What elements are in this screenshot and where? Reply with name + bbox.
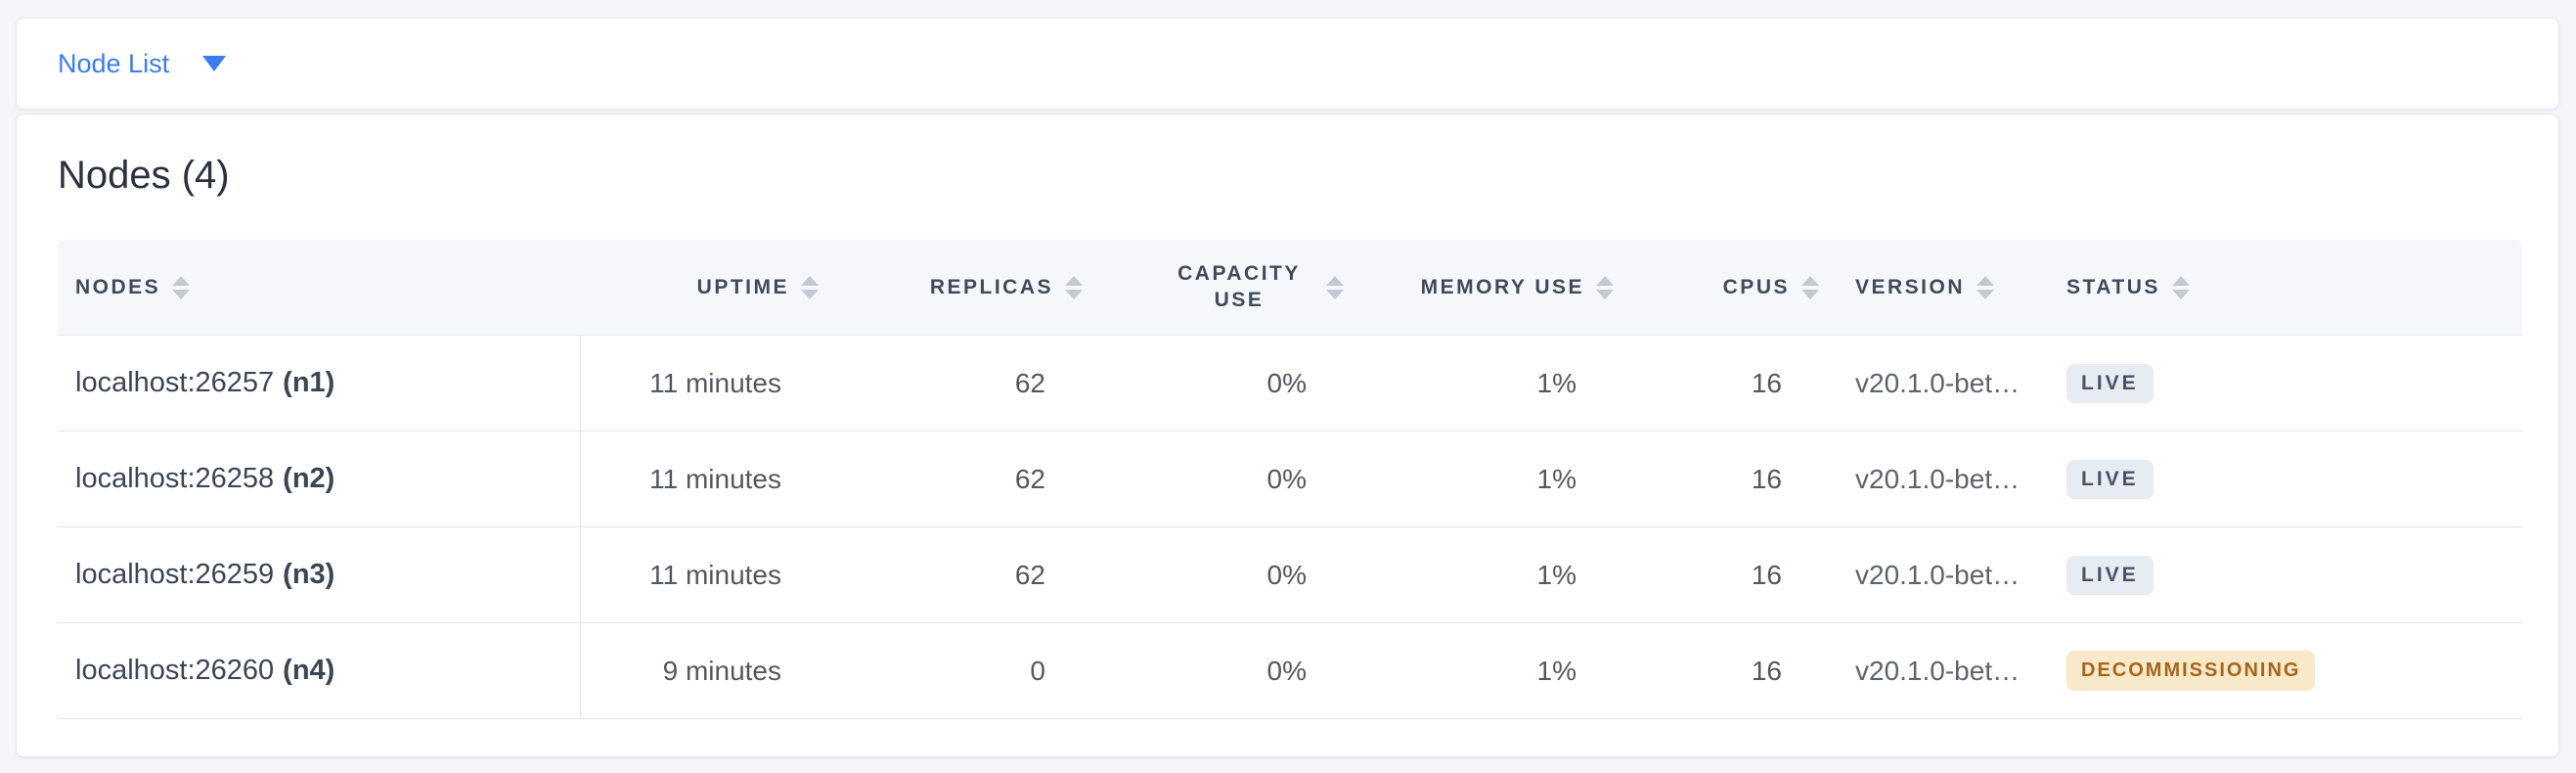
column-header-nodes[interactable]: NODES: [58, 240, 581, 336]
column-header-cpus[interactable]: CPUS: [1614, 240, 1819, 336]
sort-icon[interactable]: [1065, 275, 1083, 299]
page: Node List Nodes (4) NODES UPTIME REPLIC: [16, 18, 2559, 757]
capacity-use-cell: 0%: [1083, 432, 1344, 527]
replicas-cell: 62: [819, 336, 1083, 432]
version-cell: v20.1.0-bet…: [1819, 527, 2029, 623]
uptime-cell: 9 minutes: [581, 623, 819, 719]
column-label: NODES: [75, 275, 161, 298]
nodes-count-title: Nodes (4): [58, 154, 230, 197]
table-row[interactable]: localhost:26258 (n2) 11 minutes 62 0% 1% …: [58, 432, 2522, 527]
node-address-cell[interactable]: localhost:26258 (n2): [58, 432, 581, 527]
column-label: UPTIME: [696, 275, 789, 298]
cpus-cell: 16: [1614, 432, 1819, 527]
column-header-status[interactable]: STATUS: [2029, 240, 2522, 336]
column-label: VERSION: [1855, 275, 1966, 298]
table-row[interactable]: localhost:26259 (n3) 11 minutes 62 0% 1% …: [58, 527, 2522, 623]
replicas-cell: 62: [819, 432, 1083, 527]
version-cell: v20.1.0-bet…: [1819, 623, 2029, 719]
sort-icon[interactable]: [1976, 275, 1995, 299]
capacity-use-cell: 0%: [1083, 336, 1344, 432]
node-address-link[interactable]: localhost:26260: [75, 655, 275, 686]
status-cell: LIVE: [2029, 336, 2522, 432]
column-label: STATUS: [2066, 275, 2160, 298]
view-selector-label[interactable]: Node List: [58, 48, 170, 78]
status-cell: LIVE: [2029, 527, 2522, 623]
uptime-cell: 11 minutes: [581, 527, 819, 623]
node-address-cell[interactable]: localhost:26260 (n4): [58, 623, 581, 719]
memory-use-cell: 1%: [1344, 432, 1614, 527]
chevron-down-icon[interactable]: [202, 56, 227, 71]
memory-use-cell: 1%: [1344, 336, 1614, 432]
replicas-cell: 0: [819, 623, 1083, 719]
version-cell: v20.1.0-bet…: [1819, 336, 2029, 432]
memory-use-cell: 1%: [1344, 623, 1614, 719]
cpus-cell: 16: [1614, 623, 1819, 719]
node-address-cell[interactable]: localhost:26257 (n1): [58, 336, 581, 432]
status-cell: LIVE: [2029, 432, 2522, 527]
nodes-table: NODES UPTIME REPLICAS CAPACITY USE MEMOR…: [58, 240, 2522, 719]
node-address-link[interactable]: localhost:26258: [75, 463, 275, 494]
status-badge: DECOMMISSIONING: [2066, 651, 2316, 691]
cpus-cell: 16: [1614, 336, 1819, 432]
memory-use-cell: 1%: [1344, 527, 1614, 623]
sort-icon[interactable]: [2171, 275, 2190, 299]
sort-icon[interactable]: [1326, 275, 1344, 299]
sort-icon[interactable]: [801, 275, 819, 299]
capacity-use-cell: 0%: [1083, 527, 1344, 623]
node-id: (n3): [283, 559, 335, 590]
replicas-cell: 62: [819, 527, 1083, 623]
status-badge: LIVE: [2066, 555, 2154, 595]
view-selector-dropdown[interactable]: Node List: [16, 18, 2559, 110]
status-badge: LIVE: [2066, 363, 2154, 403]
version-cell: v20.1.0-bet…: [1819, 432, 2029, 527]
sort-icon[interactable]: [1596, 275, 1614, 299]
column-header-version[interactable]: VERSION: [1819, 240, 2029, 336]
uptime-cell: 11 minutes: [581, 336, 819, 432]
uptime-cell: 11 minutes: [581, 432, 819, 527]
sort-icon[interactable]: [172, 275, 191, 299]
column-label: CAPACITY USE: [1177, 262, 1301, 311]
nodes-card: Nodes (4) NODES UPTIME REPLICAS: [16, 114, 2559, 757]
capacity-use-cell: 0%: [1083, 623, 1344, 719]
table-row[interactable]: localhost:26257 (n1) 11 minutes 62 0% 1% …: [58, 336, 2522, 432]
column-label: MEMORY USE: [1420, 275, 1584, 298]
node-id: (n4): [283, 655, 335, 686]
node-address-cell[interactable]: localhost:26259 (n3): [58, 527, 581, 623]
table-header-row: NODES UPTIME REPLICAS CAPACITY USE MEMOR…: [58, 240, 2522, 336]
table-row[interactable]: localhost:26260 (n4) 9 minutes 0 0% 1% 16…: [58, 623, 2522, 719]
column-header-memory-use[interactable]: MEMORY USE: [1344, 240, 1614, 336]
status-cell: DECOMMISSIONING: [2029, 623, 2522, 719]
column-header-capacity-use[interactable]: CAPACITY USE: [1083, 240, 1344, 336]
node-address-link[interactable]: localhost:26259: [75, 559, 275, 590]
column-label: REPLICAS: [929, 275, 1053, 298]
status-badge: LIVE: [2066, 459, 2154, 499]
node-address-link[interactable]: localhost:26257: [75, 367, 275, 398]
node-id: (n2): [283, 463, 335, 494]
column-label: CPUS: [1722, 275, 1790, 298]
column-header-uptime[interactable]: UPTIME: [581, 240, 819, 336]
node-id: (n1): [283, 367, 335, 398]
sort-icon[interactable]: [1801, 275, 1819, 299]
column-header-replicas[interactable]: REPLICAS: [819, 240, 1083, 336]
cpus-cell: 16: [1614, 527, 1819, 623]
